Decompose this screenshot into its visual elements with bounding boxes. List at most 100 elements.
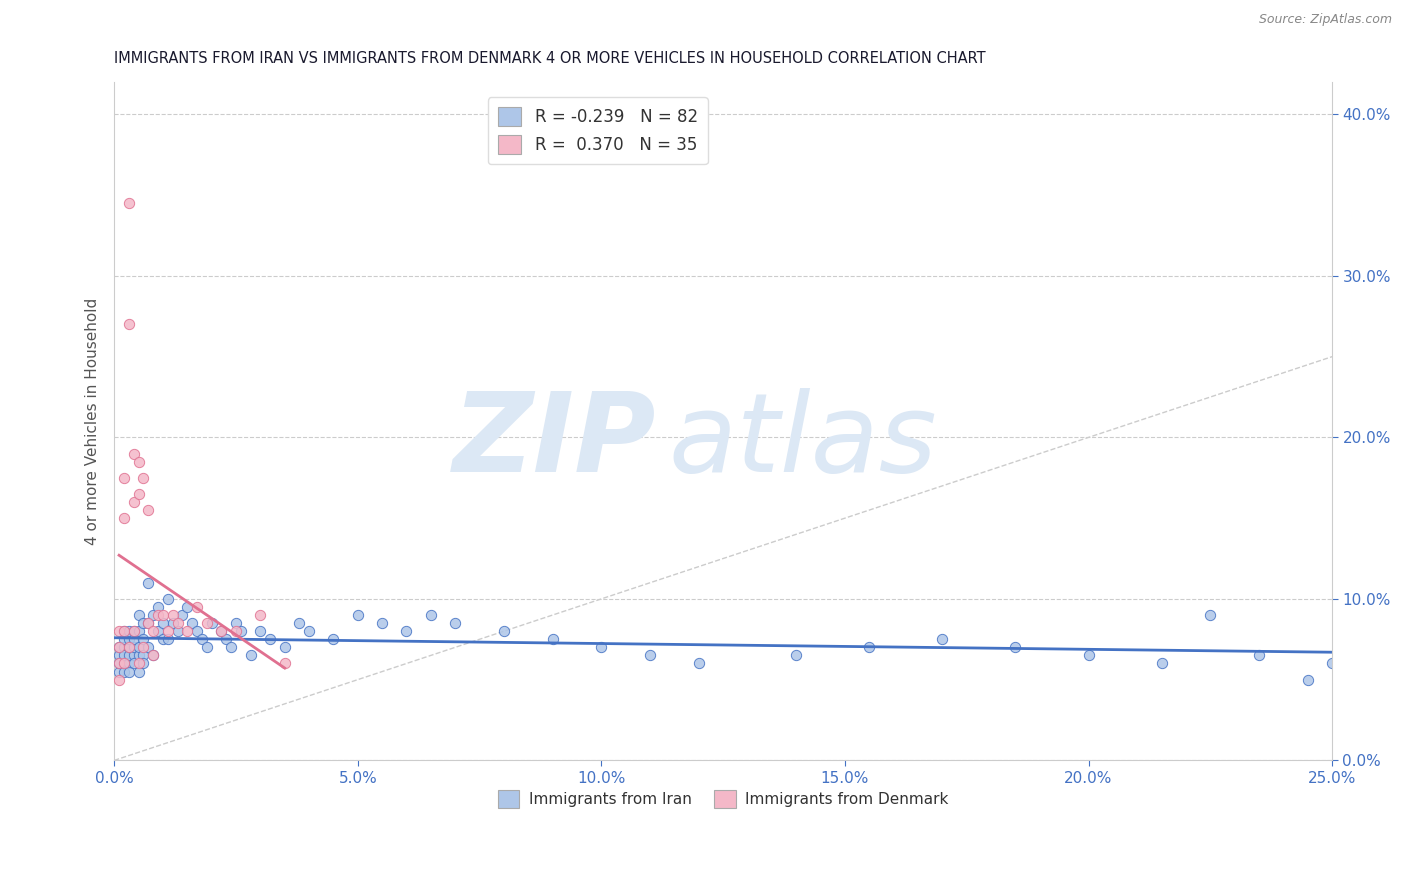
Point <box>225 624 247 639</box>
Point <box>118 632 141 647</box>
Point <box>195 640 218 655</box>
Point <box>1004 640 1026 655</box>
Point <box>112 657 135 671</box>
Point <box>1150 657 1173 671</box>
Point <box>172 608 194 623</box>
Point <box>688 657 710 671</box>
Text: Source: ZipAtlas.com: Source: ZipAtlas.com <box>1258 13 1392 27</box>
Point <box>128 648 150 663</box>
Point <box>128 640 150 655</box>
Point <box>108 673 131 687</box>
Point <box>492 624 515 639</box>
Point <box>118 196 141 211</box>
Point <box>152 632 174 647</box>
Point <box>132 657 155 671</box>
Point <box>112 632 135 647</box>
Point <box>112 648 135 663</box>
Point <box>122 648 145 663</box>
Point <box>152 616 174 631</box>
Point <box>209 624 232 639</box>
Legend: Immigrants from Iran, Immigrants from Denmark: Immigrants from Iran, Immigrants from De… <box>492 784 955 814</box>
Point <box>1296 673 1319 687</box>
Point <box>152 608 174 623</box>
Point <box>785 648 807 663</box>
Point <box>638 648 661 663</box>
Point <box>1247 648 1270 663</box>
Point <box>219 640 242 655</box>
Point <box>249 608 271 623</box>
Point <box>156 624 179 639</box>
Point <box>346 608 368 623</box>
Point <box>118 648 141 663</box>
Point <box>108 640 131 655</box>
Point <box>1199 608 1222 623</box>
Point <box>209 624 232 639</box>
Point <box>191 632 214 647</box>
Point <box>136 616 159 631</box>
Point <box>162 616 184 631</box>
Point <box>108 657 131 671</box>
Point <box>122 446 145 460</box>
Point <box>181 616 204 631</box>
Point <box>146 624 169 639</box>
Point <box>186 599 208 614</box>
Point <box>112 640 135 655</box>
Point <box>858 640 880 655</box>
Point <box>108 648 131 663</box>
Point <box>128 608 150 623</box>
Point <box>591 640 613 655</box>
Point <box>122 495 145 509</box>
Point <box>122 624 145 639</box>
Point <box>108 657 131 671</box>
Point <box>201 616 224 631</box>
Point <box>122 632 145 647</box>
Point <box>176 599 198 614</box>
Point <box>112 511 135 525</box>
Point <box>132 640 155 655</box>
Point <box>112 624 135 639</box>
Point <box>112 624 135 639</box>
Point <box>273 657 295 671</box>
Point <box>541 632 564 647</box>
Point <box>322 632 344 647</box>
Point <box>156 632 179 647</box>
Point <box>128 624 150 639</box>
Point <box>156 591 179 606</box>
Point <box>146 608 169 623</box>
Point <box>146 599 169 614</box>
Y-axis label: 4 or more Vehicles in Household: 4 or more Vehicles in Household <box>86 298 100 545</box>
Point <box>118 624 141 639</box>
Point <box>444 616 467 631</box>
Point <box>215 632 238 647</box>
Point <box>136 616 159 631</box>
Point <box>195 616 218 631</box>
Point <box>142 608 165 623</box>
Point <box>136 640 159 655</box>
Point <box>176 624 198 639</box>
Point <box>186 624 208 639</box>
Point <box>108 665 131 679</box>
Point <box>132 648 155 663</box>
Point <box>128 657 150 671</box>
Point <box>229 624 252 639</box>
Point <box>166 616 188 631</box>
Point <box>371 616 394 631</box>
Point <box>395 624 418 639</box>
Point <box>112 657 135 671</box>
Point <box>162 608 184 623</box>
Point <box>166 624 188 639</box>
Point <box>298 624 321 639</box>
Point <box>118 640 141 655</box>
Point <box>122 657 145 671</box>
Point <box>118 657 141 671</box>
Point <box>142 648 165 663</box>
Point <box>225 616 247 631</box>
Point <box>112 471 135 485</box>
Point <box>1320 657 1343 671</box>
Text: atlas: atlas <box>668 388 936 495</box>
Point <box>142 624 165 639</box>
Point <box>142 648 165 663</box>
Point <box>128 455 150 469</box>
Point <box>419 608 441 623</box>
Point <box>132 632 155 647</box>
